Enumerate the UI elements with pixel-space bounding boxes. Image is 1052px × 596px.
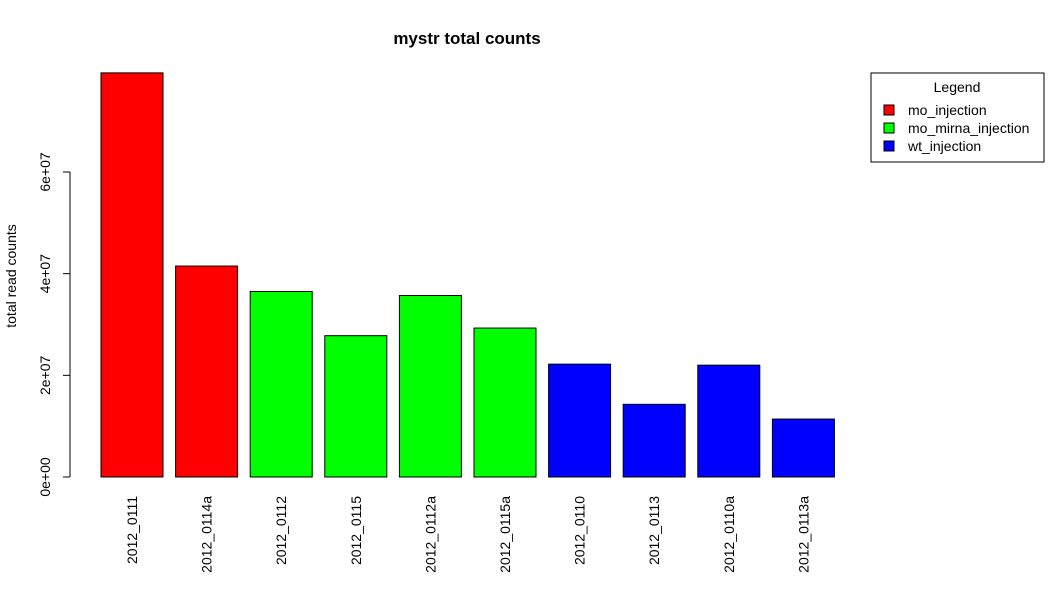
x-tick-label: 2012_0115 [348,496,364,565]
y-tick-label: 2e+07 [37,355,53,395]
x-tick-label: 2012_0113 [646,496,662,565]
x-tick-label: 2012_0115a [497,496,513,573]
legend-label: wt_injection [907,138,981,154]
legend-title: Legend [934,79,981,95]
bar [398,295,462,478]
x-tick-label: 2012_0112a [422,496,438,573]
x-tick-label: 2012_0110a [721,496,737,573]
legend-box [870,72,1045,163]
legend-label: mo_mirna_injection [908,120,1029,136]
bar [473,327,537,478]
legend-swatch [883,104,895,116]
x-tick-labels: 2012_0111 2012_0114a 2012_0112 2012_0115 201… [124,496,811,573]
bar [548,363,612,478]
bar [100,72,164,478]
legend: Legend mo_injection mo_mirna_injection wt_… [870,72,1045,163]
y-tick-label: 4e+07 [37,254,53,294]
bars [100,72,835,478]
bar [175,265,239,478]
x-tick-label: 2012_0111 [124,496,140,564]
bar [324,335,388,478]
bar [249,290,313,478]
y-tick-label: 0e+00 [37,457,53,497]
y-axis: 0e+00 2e+07 4e+07 6e+07 [37,152,71,497]
x-tick-label: 2012_0112 [273,496,289,565]
legend-swatch [883,140,895,152]
x-tick-label: 2012_0113a [795,496,811,573]
legend-swatch [883,122,895,134]
legend-label: mo_injection [908,102,987,118]
chart-title: mystr total counts [393,29,540,48]
y-tick-label: 6e+07 [37,152,53,192]
bar [697,364,761,478]
bar [771,418,835,478]
bar [622,403,686,478]
x-tick-label: 2012_0114a [199,496,215,573]
y-axis-label: total read counts [3,224,19,328]
x-tick-label: 2012_0110 [572,496,588,565]
